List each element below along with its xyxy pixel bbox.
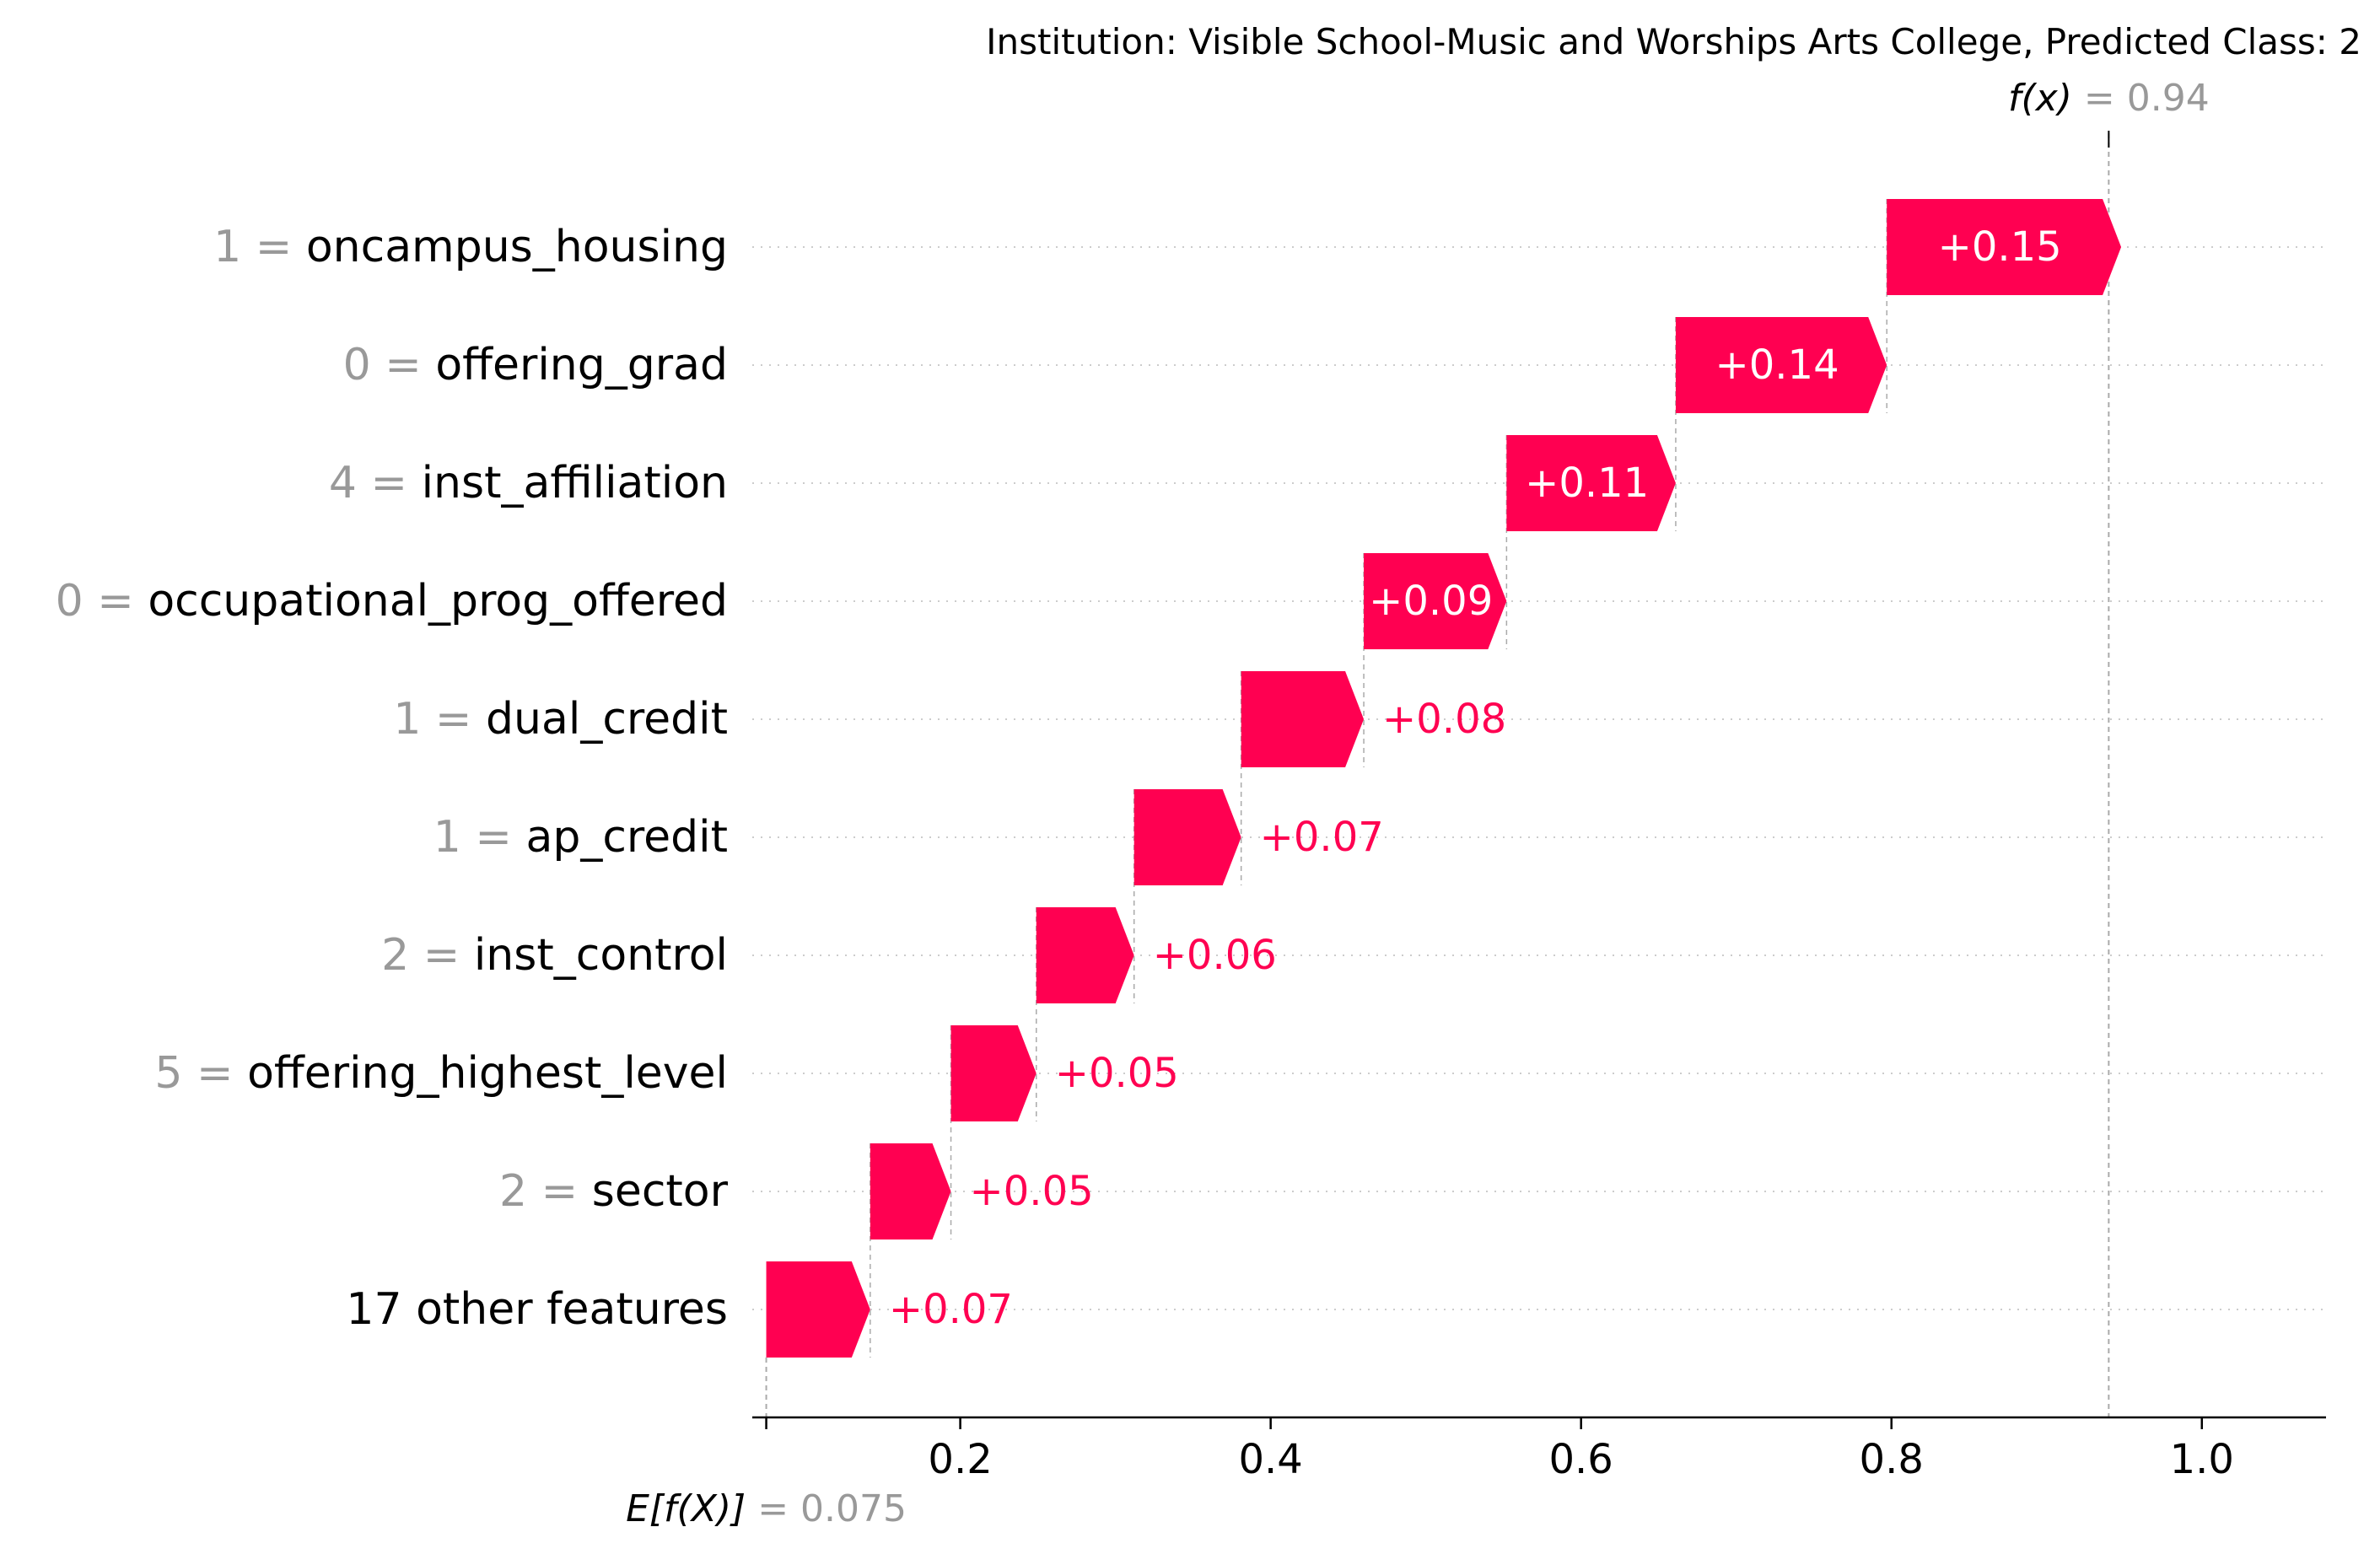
equals-sign: = <box>371 340 436 390</box>
waterfall-bar <box>1241 671 1365 767</box>
feature-label: 2 = sector <box>499 1166 729 1217</box>
equals-sign: = <box>357 458 422 508</box>
equals-sign: = <box>421 694 486 745</box>
feature-name: ap_credit <box>525 812 728 863</box>
contribution-label: +0.07 <box>889 1286 1013 1333</box>
waterfall-bar <box>1133 789 1241 885</box>
feature-value: 2 <box>381 930 409 981</box>
feature-value: 4 <box>329 458 357 508</box>
feature-labels: +0.15 1 = oncampus_housing +0.14 0 = offeri… <box>56 222 2062 1335</box>
contribution-label: +0.09 <box>1369 578 1493 625</box>
waterfall-bar <box>1506 435 1676 531</box>
equals-sign: = <box>527 1166 592 1217</box>
feature-name: offering_highest_level <box>247 1048 728 1099</box>
feature-value: 2 <box>499 1166 527 1217</box>
gridlines <box>752 246 2326 1310</box>
feature-label: 2 = inst_control <box>381 930 728 981</box>
x-tick-label: 0.2 <box>928 1436 992 1483</box>
equals-sign: = <box>2072 77 2127 120</box>
feature-name: sector <box>592 1166 729 1217</box>
contribution-label: +0.05 <box>970 1168 1094 1215</box>
expected-value-symbol: E[f(X)] <box>626 1487 746 1530</box>
expected-value-number: 0.075 <box>800 1487 907 1530</box>
waterfall-bar <box>1364 553 1507 649</box>
feature-name: inst_affiliation <box>422 458 728 508</box>
feature-label: 1 = dual_credit <box>393 694 728 745</box>
contribution-label: +0.14 <box>1715 341 1839 389</box>
feature-label: 17 other features <box>346 1284 728 1335</box>
prediction-number: 0.94 <box>2127 77 2210 120</box>
contribution-label: +0.15 <box>1938 223 2062 271</box>
prediction-symbol: f(x) <box>2008 77 2072 120</box>
feature-label: 0 = offering_grad <box>343 340 728 390</box>
x-axis: 0.2 0.4 0.6 0.8 1.0 E[f(X)] = 0.075 f(x) = 0.9… <box>626 77 2326 1530</box>
bars <box>766 199 2122 1358</box>
contribution-label: +0.05 <box>1055 1050 1179 1097</box>
chart-title: Institution: Visible School-Music and Wo… <box>986 21 2361 62</box>
feature-label: 4 = inst_affiliation <box>329 458 728 508</box>
waterfall-bar <box>950 1025 1037 1121</box>
feature-label: 5 = offering_highest_level <box>154 1048 728 1099</box>
contribution-label: +0.08 <box>1382 696 1506 743</box>
waterfall-bar <box>1887 199 2122 295</box>
feature-value: 1 <box>213 222 241 272</box>
feature-value: 1 <box>433 812 461 863</box>
equals-sign: = <box>83 576 148 626</box>
feature-name: inst_control <box>474 930 728 981</box>
feature-value: 1 <box>393 694 421 745</box>
feature-value: 5 <box>154 1048 182 1099</box>
prediction-label: f(x) = 0.94 <box>2008 77 2210 120</box>
equals-sign: = <box>461 812 526 863</box>
x-tick-label: 0.6 <box>1549 1436 1613 1483</box>
feature-label: 1 = oncampus_housing <box>213 222 728 272</box>
x-tick-label: 0.8 <box>1860 1436 1924 1483</box>
contribution-label: +0.07 <box>1260 814 1384 861</box>
waterfall-bar <box>1675 317 1887 413</box>
feature-name: occupational_prog_offered <box>148 576 728 626</box>
x-tick-label: 1.0 <box>2170 1436 2234 1483</box>
equals-sign: = <box>746 1487 800 1530</box>
contribution-label: +0.11 <box>1525 460 1649 507</box>
x-tick-label: 0.4 <box>1238 1436 1302 1483</box>
feature-label: 0 = occupational_prog_offered <box>56 576 728 626</box>
feature-value: 0 <box>56 576 83 626</box>
waterfall-bar <box>766 1261 870 1358</box>
feature-name: oncampus_housing <box>306 222 728 272</box>
equals-sign: = <box>182 1048 247 1099</box>
waterfall-bar <box>1036 907 1134 1003</box>
feature-label: 1 = ap_credit <box>433 812 728 863</box>
expected-value-label: E[f(X)] = 0.075 <box>626 1487 907 1530</box>
equals-sign: = <box>241 222 306 272</box>
feature-name: dual_credit <box>486 694 728 745</box>
contribution-label: +0.06 <box>1153 932 1277 979</box>
feature-value: 0 <box>343 340 371 390</box>
feature-name: 17 other features <box>346 1284 728 1335</box>
feature-name: offering_grad <box>435 340 728 390</box>
connector-lines <box>765 131 2110 1417</box>
equals-sign: = <box>409 930 474 981</box>
waterfall-bar <box>870 1143 951 1239</box>
